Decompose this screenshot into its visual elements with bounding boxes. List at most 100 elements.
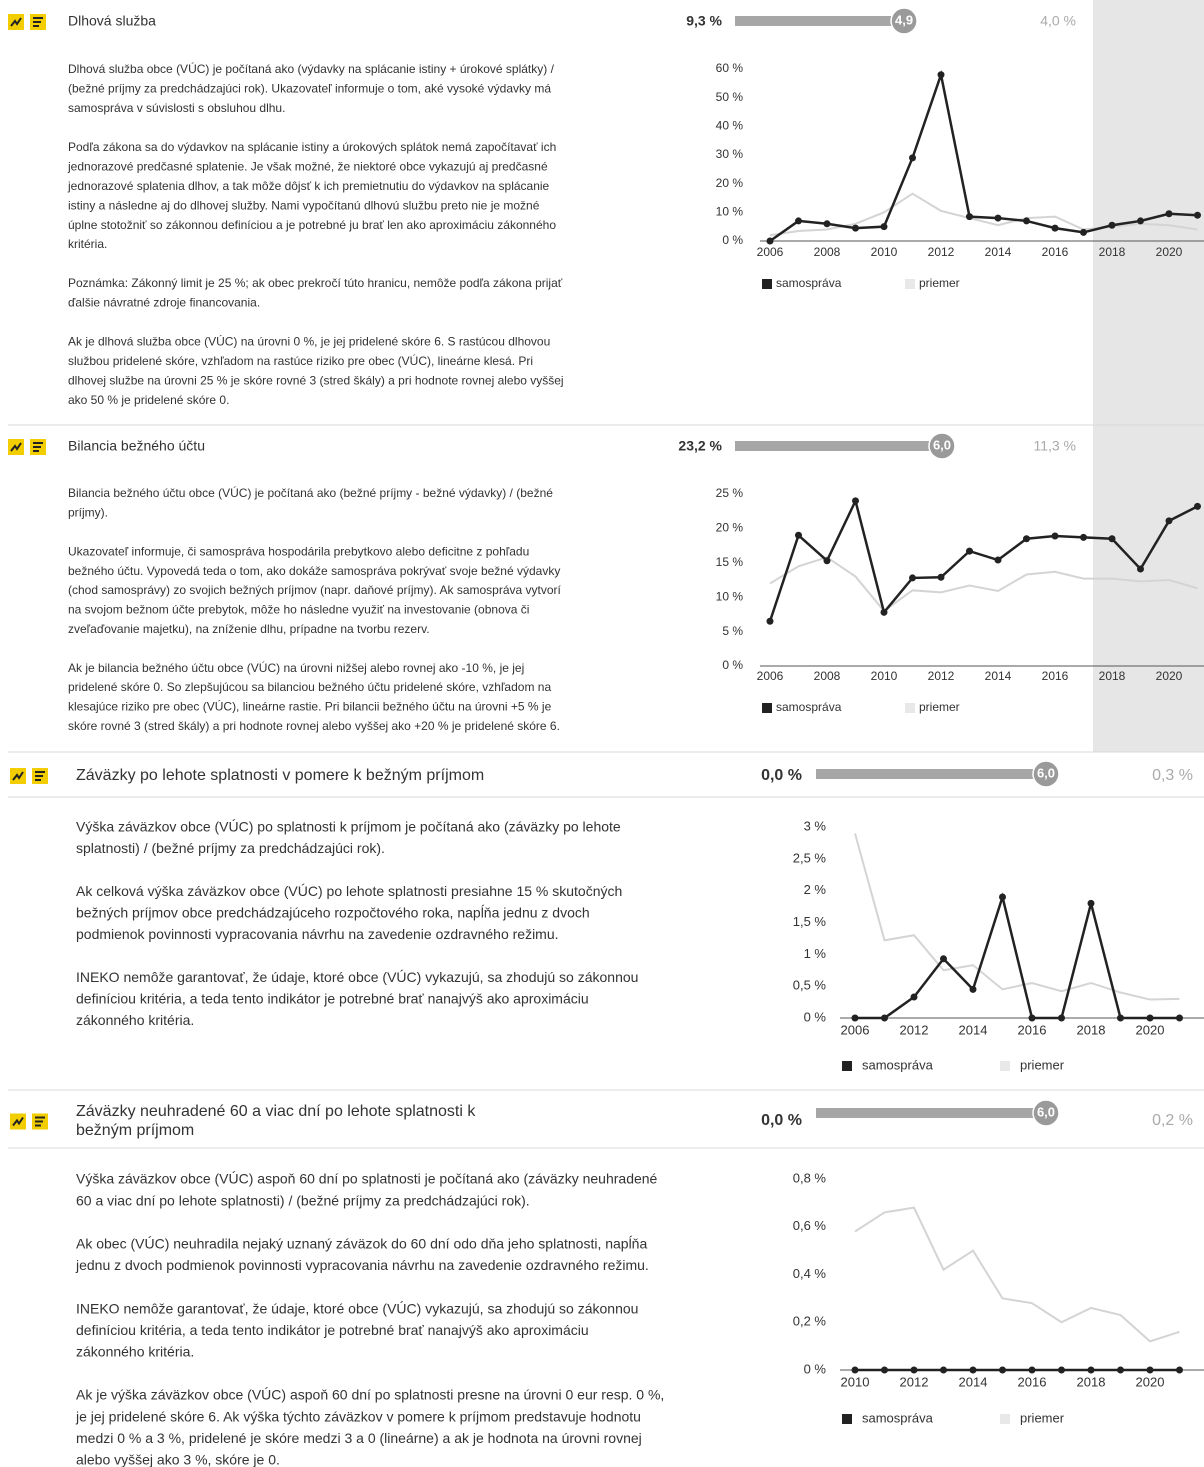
data-point — [909, 574, 916, 582]
legend-swatch — [905, 279, 915, 289]
x-tick-label: 2014 — [959, 1022, 988, 1037]
average-value: 0,2 % — [1152, 1112, 1193, 1129]
x-tick-label: 2016 — [1018, 1374, 1047, 1389]
paragraph-line: Výška záväzkov obce (VÚC) aspoň 60 dní p… — [76, 1171, 658, 1187]
paragraph-line: úplne stotožniť so zákonnou definíciou a… — [68, 218, 556, 232]
paragraph-line: jednorazové splatenia dlhov, a tak môže … — [67, 179, 550, 193]
x-tick-label: 2020 — [1156, 669, 1183, 683]
data-point — [1117, 1014, 1124, 1022]
data-point — [1108, 535, 1116, 543]
y-tick-label: 0 % — [804, 1361, 827, 1376]
data-point — [881, 1014, 888, 1022]
forecast-band — [1093, 0, 1204, 752]
legend-label: samospráva — [776, 276, 842, 290]
score-label: 6,0 — [1037, 1104, 1055, 1119]
score-badge — [928, 432, 956, 460]
y-tick-label: 0,4 % — [793, 1266, 827, 1281]
legend-swatch — [762, 279, 772, 289]
paragraph-line: ďalšie návratné zdroje financovania. — [68, 296, 260, 310]
data-point — [1146, 1014, 1154, 1022]
indicator-value: 0,0 % — [761, 1112, 802, 1129]
x-tick-label: 2020 — [1156, 245, 1183, 259]
series-line — [769, 69, 1198, 243]
paragraph-line: je jej pridelené skóre 6. Ak výška týcht… — [75, 1408, 641, 1424]
legend-swatch — [842, 1414, 852, 1424]
data-point — [1194, 502, 1201, 510]
data-point — [1165, 210, 1173, 218]
x-tick-label: 2016 — [1018, 1022, 1047, 1037]
data-point — [910, 1366, 918, 1374]
y-tick-label: 0,5 % — [793, 978, 827, 993]
data-point — [1028, 1014, 1036, 1022]
data-point — [1058, 1366, 1065, 1374]
legend-swatch — [842, 1061, 852, 1071]
paragraph-line: bežných príjmov obce predchádzajúceho ro… — [76, 904, 590, 921]
data-point — [766, 237, 774, 245]
legend-label: priemer — [919, 700, 960, 714]
score-bar — [735, 441, 942, 451]
y-tick-label: 25 % — [716, 486, 744, 500]
data-point — [1137, 217, 1144, 225]
x-tick-label: 2010 — [841, 1374, 870, 1389]
y-tick-label: 0,8 % — [793, 1170, 827, 1185]
y-tick-label: 20 % — [716, 176, 744, 190]
paragraph-line: klesajúce riziko pre obec (VÚC), lineárn… — [68, 699, 552, 714]
paragraph-line: (bežné príjmy za predchádzajúci rok). Uk… — [68, 82, 551, 96]
data-point — [1058, 1014, 1065, 1022]
paragraph-line: Ak celková výška záväzkov obce (VÚC) po … — [76, 883, 622, 899]
x-tick-label: 2020 — [1136, 1374, 1165, 1389]
paragraph-line: Ukazovateľ informuje, či samospráva hosp… — [68, 544, 529, 558]
section-title: Záväzky po lehote splatnosti v pomere k … — [76, 767, 484, 784]
trend-icon-line — [10, 17, 22, 27]
average-value: 0,3 % — [1152, 767, 1193, 784]
x-tick-label: 2018 — [1077, 1374, 1106, 1389]
data-point — [1023, 535, 1030, 543]
legend-swatch — [1000, 1061, 1010, 1071]
paragraph-line: jednu z dvoch podmienok povinnosti vypra… — [75, 1257, 649, 1273]
data-point — [1137, 565, 1144, 573]
data-point — [999, 1366, 1006, 1374]
legend-label: priemer — [1020, 1410, 1065, 1425]
x-tick-label: 2012 — [928, 669, 955, 683]
score-label: 6,0 — [1037, 765, 1055, 780]
legend-label: samospráva — [776, 700, 842, 714]
score-bar — [816, 1108, 1046, 1118]
data-point — [852, 224, 859, 232]
data-point — [999, 893, 1006, 901]
x-tick-label: 2006 — [841, 1022, 870, 1037]
x-tick-label: 2016 — [1042, 245, 1069, 259]
x-tick-label: 2018 — [1099, 669, 1126, 683]
indicator-value: 23,2 % — [678, 438, 722, 454]
data-point — [851, 1014, 859, 1022]
data-point — [851, 1366, 859, 1374]
data-point — [994, 556, 1002, 564]
data-point — [1051, 532, 1059, 540]
x-tick-label: 2008 — [814, 669, 841, 683]
paragraph-line: INEKO nemôže garantovať, že údaje, ktoré… — [76, 1300, 638, 1316]
paragraph-line: medzi 0 % a 3 %, pridelené je skóre medz… — [76, 1430, 642, 1446]
data-point — [823, 220, 831, 228]
score-label: 4,9 — [895, 12, 913, 27]
data-point — [1087, 1366, 1095, 1374]
trend-icon-line — [10, 442, 22, 452]
y-tick-label: 50 % — [716, 90, 744, 104]
series-line — [855, 892, 1180, 1020]
section-title: bežným príjmom — [76, 1122, 194, 1139]
x-tick-label: 2006 — [757, 245, 784, 259]
data-point — [1146, 1366, 1154, 1374]
data-point — [881, 1366, 888, 1374]
x-tick-label: 2012 — [900, 1374, 929, 1389]
trend-icon-line — [12, 771, 24, 781]
x-tick-label: 2008 — [814, 245, 841, 259]
score-badge — [1032, 760, 1060, 788]
paragraph-line: bežného účtu. Vypovedá teda o tom, ako d… — [68, 564, 560, 578]
paragraph-line: INEKO nemôže garantovať, že údaje, ktoré… — [76, 969, 638, 985]
data-point — [795, 531, 802, 539]
paragraph-line: službou pridelené skóre, vzhľadom na ras… — [68, 353, 533, 368]
x-tick-label: 2012 — [900, 1022, 929, 1037]
paragraph-line: Ak je dlhová služba obce (VÚC) na úrovni… — [68, 333, 550, 348]
data-point — [940, 955, 947, 963]
y-tick-label: 10 % — [716, 205, 744, 219]
x-tick-label: 2020 — [1136, 1022, 1165, 1037]
data-point — [969, 1366, 977, 1374]
